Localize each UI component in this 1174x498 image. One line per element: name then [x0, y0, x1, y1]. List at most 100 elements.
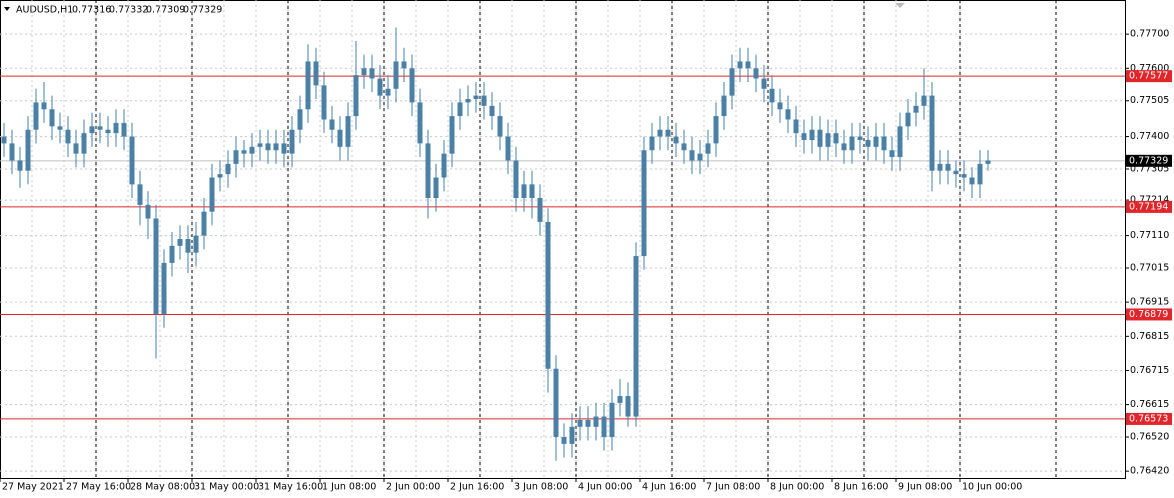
candle-body: [537, 198, 543, 222]
candle-body: [65, 129, 71, 144]
candle-body: [169, 245, 175, 263]
candle-body: [225, 163, 231, 175]
candle-body: [713, 116, 719, 144]
level-box: [1126, 200, 1172, 213]
candle-body: [329, 119, 335, 130]
candle-body: [817, 129, 823, 147]
candle-body: [857, 136, 863, 140]
candle-body: [737, 61, 743, 69]
candle-body: [257, 143, 263, 147]
x-tick-label: 8 Jun 16:00: [834, 482, 888, 493]
header-value: 0.77332: [109, 5, 148, 16]
y-tick-label: 0.76815: [1130, 331, 1169, 342]
candle-body: [505, 136, 511, 161]
candle-body: [777, 102, 783, 110]
x-tick-label: 2 Jun 16:00: [450, 482, 504, 493]
candle-body: [361, 68, 367, 76]
candle-body: [969, 177, 975, 185]
candle-body: [841, 143, 847, 151]
x-tick-label: 31 May 16:00: [258, 482, 323, 493]
candle-body: [521, 184, 527, 199]
candle-body: [481, 95, 487, 106]
candle-body: [465, 99, 471, 103]
y-tick-label: 0.76420: [1130, 466, 1169, 477]
candle-body: [649, 136, 655, 151]
current-price-label: 0.77329: [1129, 155, 1168, 166]
candle-body: [425, 143, 431, 199]
candle-body: [353, 75, 359, 117]
candle-body: [417, 102, 423, 144]
candle-body: [929, 95, 935, 171]
candle-body: [961, 174, 967, 178]
candle-body: [33, 102, 39, 130]
candle-body: [881, 136, 887, 151]
candle-body: [129, 136, 135, 185]
candle-body: [273, 143, 279, 151]
candle-body: [913, 105, 919, 113]
candle-body: [729, 68, 735, 96]
candle-body: [105, 129, 111, 134]
candle-body: [1, 136, 7, 144]
candle-body: [641, 150, 647, 257]
candle-body: [809, 129, 815, 140]
candle-body: [185, 239, 191, 253]
candle-body: [305, 61, 311, 110]
candle-body: [113, 122, 119, 134]
candle-body: [689, 150, 695, 161]
y-tick-label: 0.77110: [1130, 230, 1169, 241]
candle-body: [593, 416, 599, 427]
candle-body: [657, 129, 663, 137]
x-tick-label: 9 Jun 08:00: [898, 482, 952, 493]
candle-body: [289, 129, 295, 154]
candle-body: [553, 368, 559, 438]
candle-body: [705, 143, 711, 154]
plot-frame: [0, 0, 1126, 479]
x-tick-label: 31 May 00:00: [194, 482, 259, 493]
candle-body: [201, 211, 207, 236]
header-value: 0.77316: [72, 5, 111, 16]
y-tick-label: 0.77700: [1130, 29, 1169, 40]
candle-body: [473, 95, 479, 100]
y-tick-label: 0.76520: [1130, 432, 1169, 443]
y-tick-label: 0.77305: [1130, 164, 1169, 175]
y-tick-label: 0.77400: [1130, 131, 1169, 142]
candle-body: [825, 133, 831, 147]
y-tick-label: 0.77015: [1130, 263, 1169, 274]
x-tick-label: 2 Jun 00:00: [386, 482, 440, 493]
shift-marker: [895, 3, 905, 8]
menu-arrow[interactable]: [4, 7, 10, 11]
candle-body: [177, 239, 183, 246]
candle-body: [497, 116, 503, 137]
x-tick-label: 4 Jun 16:00: [642, 482, 696, 493]
candle-body: [785, 109, 791, 120]
candle-body: [89, 126, 95, 134]
candle-body: [793, 119, 799, 134]
level-label: 0.77194: [1129, 201, 1168, 212]
candle-body: [441, 153, 447, 178]
candle-body: [321, 85, 327, 120]
candle-body: [849, 136, 855, 151]
candle-body: [577, 419, 583, 427]
candle-body: [569, 426, 575, 444]
candle-body: [121, 122, 127, 137]
candle-body: [513, 160, 519, 199]
y-tick-label: 0.76915: [1130, 297, 1169, 308]
candle-body: [865, 139, 871, 147]
candle-body: [761, 78, 767, 89]
x-tick-label: 3 Jun 08:00: [514, 482, 568, 493]
candle-body: [585, 419, 591, 427]
candle-body: [25, 129, 31, 171]
candle-body: [337, 129, 343, 147]
x-tick-label: 27 May 2021: [2, 482, 64, 493]
candle-body: [393, 61, 399, 89]
current-price-box: [1126, 154, 1172, 167]
candle-body: [633, 256, 639, 417]
candle-body: [753, 68, 759, 79]
candle-body: [697, 153, 703, 161]
candle-body: [345, 116, 351, 147]
candle-body: [137, 184, 143, 205]
candle-body: [401, 61, 407, 69]
candle-body: [457, 102, 463, 117]
candle-body: [721, 95, 727, 117]
x-tick-label: 1 Jun 08:00: [322, 482, 376, 493]
